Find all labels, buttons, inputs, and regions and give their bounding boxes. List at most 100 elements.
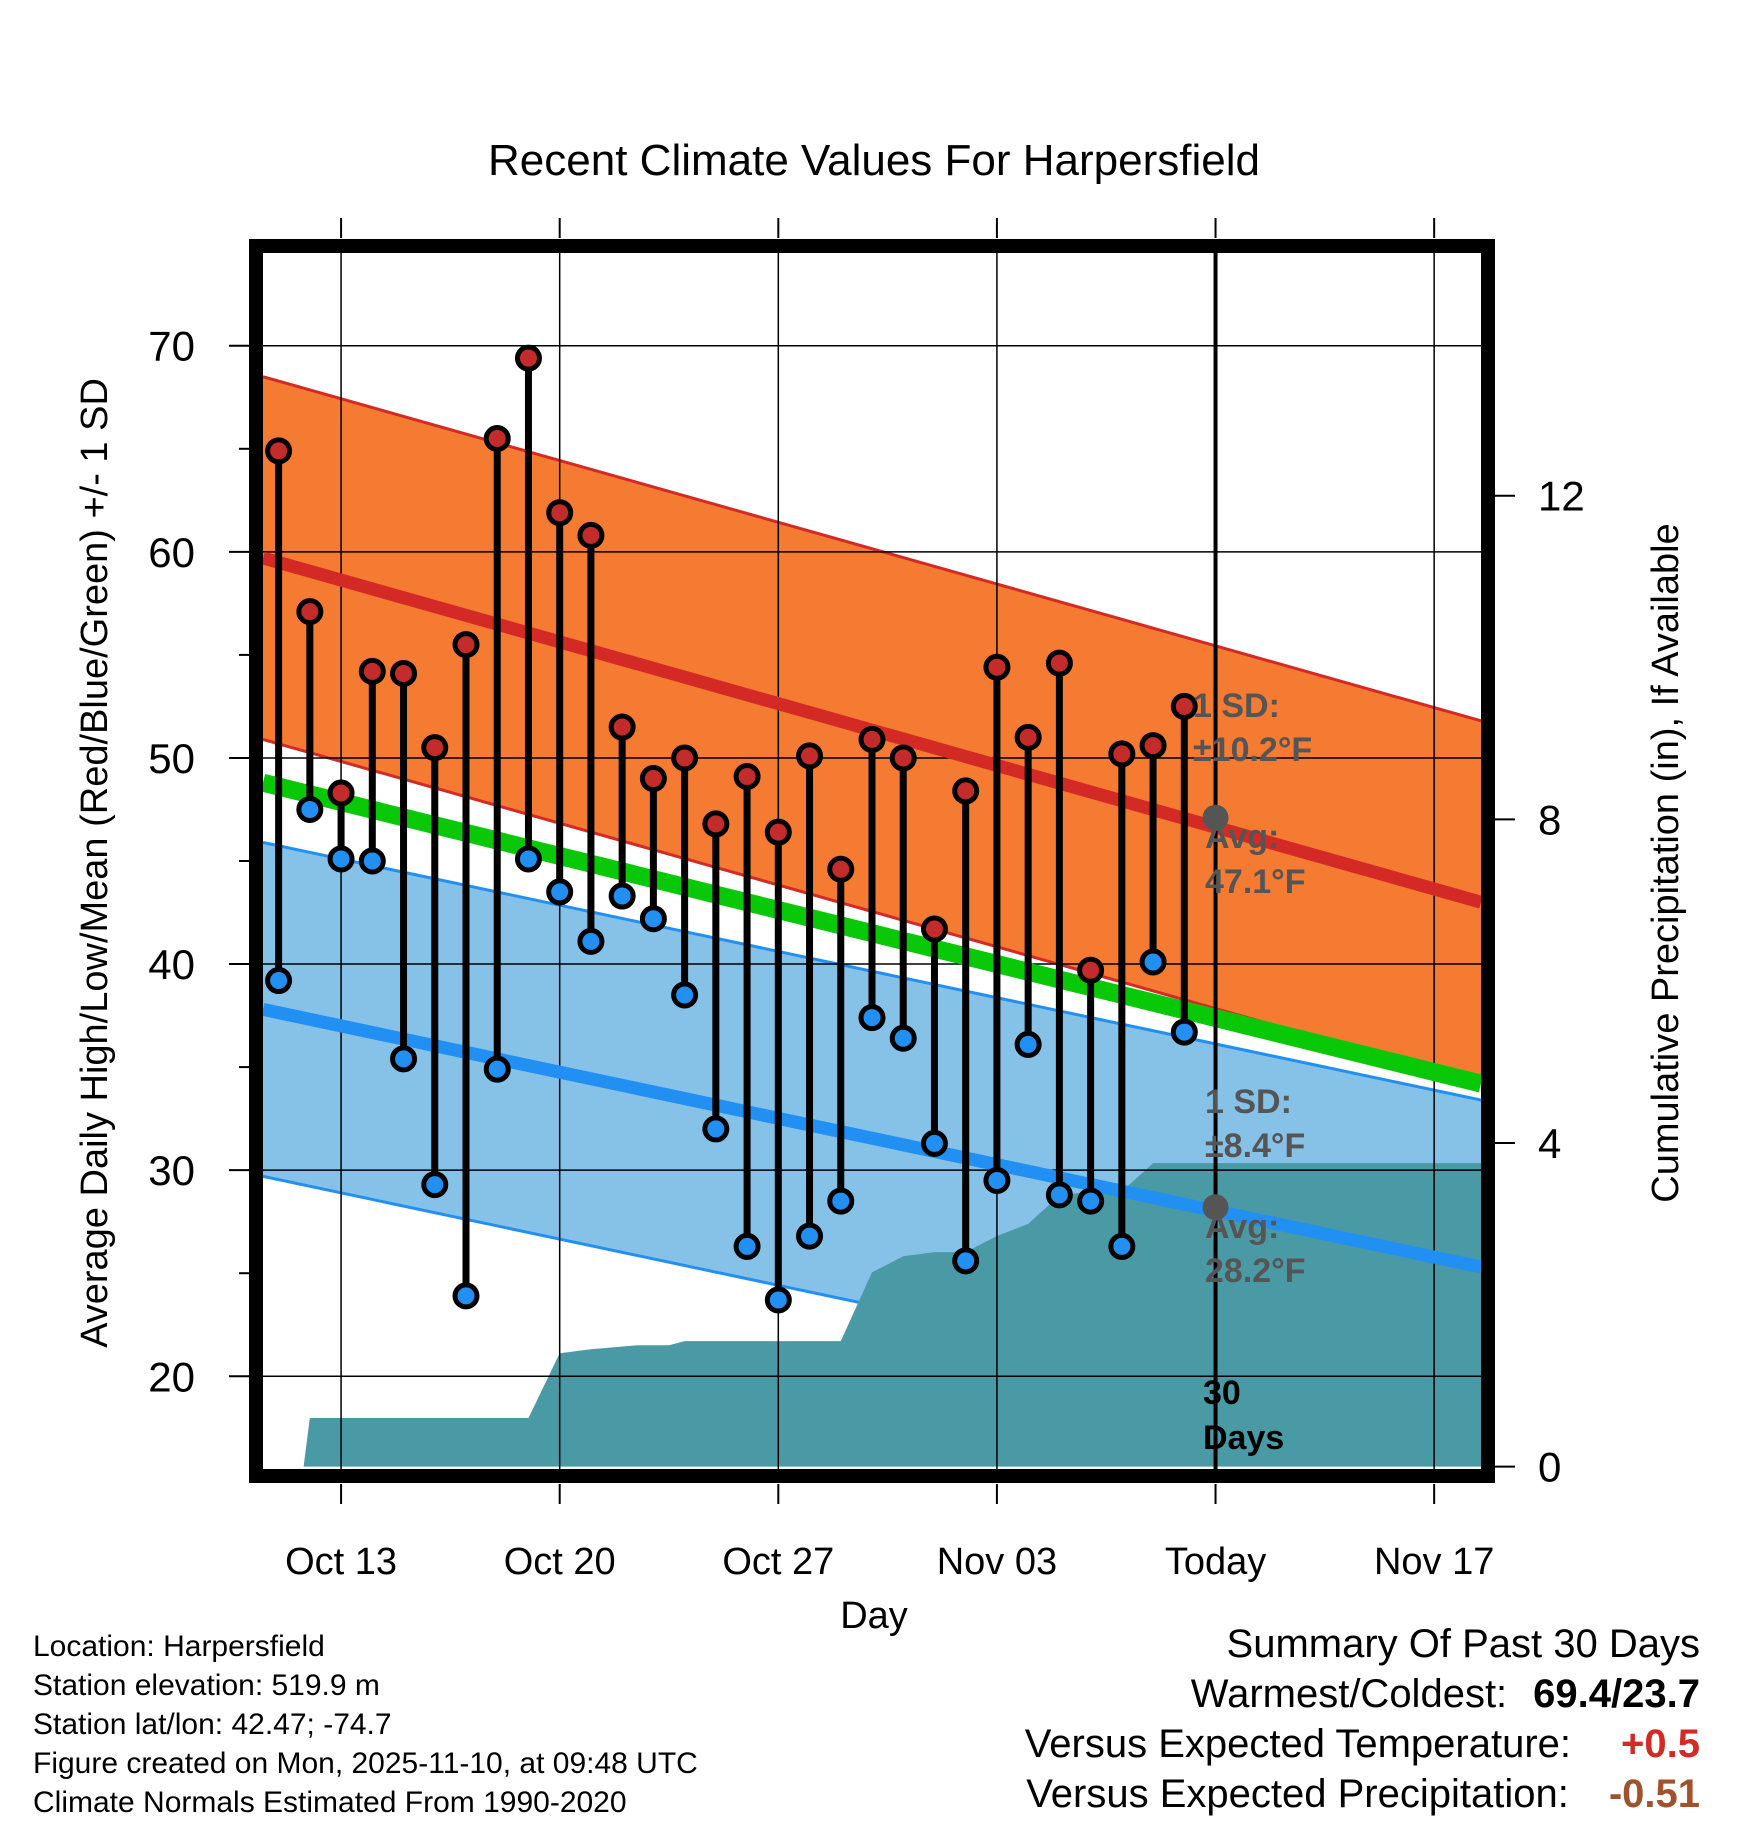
daily-high-marker — [889, 744, 917, 772]
low-avg-label-line1: Avg: — [1205, 1208, 1279, 1246]
daily-high-marker — [1108, 740, 1136, 768]
daily-high-marker — [1139, 732, 1167, 760]
summary-temp-label: Versus Expected Temperature: — [1024, 1722, 1572, 1766]
days-label-line1: 30 — [1203, 1374, 1241, 1412]
daily-high-marker — [358, 657, 386, 685]
y-tick-label: 30 — [148, 1147, 195, 1194]
precip-area — [303, 1163, 1481, 1467]
daily-low-marker — [858, 1004, 886, 1032]
daily-low-marker — [1077, 1187, 1105, 1215]
daily-low-marker — [514, 845, 542, 873]
daily-high-marker — [920, 915, 948, 943]
y2-axis-label: Cumulative Precipitation (in), If Availa… — [1645, 523, 1687, 1202]
y-tick-label: 70 — [148, 323, 195, 370]
daily-low-marker — [889, 1024, 917, 1052]
footer-latlon: Station lat/lon: 42.47; -74.7 — [33, 1708, 392, 1741]
x-tick-label: Nov 03 — [937, 1541, 1057, 1583]
daily-high-marker — [983, 653, 1011, 681]
daily-low-marker — [483, 1055, 511, 1083]
daily-low-marker — [421, 1171, 449, 1199]
summary-temp-value: +0.5 — [1621, 1722, 1700, 1766]
y2-tick-label: 0 — [1538, 1444, 1561, 1491]
daily-high-marker — [577, 521, 605, 549]
y-tick-label: 40 — [148, 941, 195, 988]
daily-low-marker — [390, 1045, 418, 1073]
daily-low-marker — [671, 981, 699, 1009]
daily-high-marker — [1170, 692, 1198, 720]
daily-low-marker — [452, 1282, 480, 1310]
daily-low-marker — [327, 845, 355, 873]
summary-precip-row: Versus Expected Precipitation: -0.51 — [1026, 1772, 1700, 1817]
daily-high-marker — [764, 818, 792, 846]
low-sd-label-line1: 1 SD: — [1205, 1083, 1292, 1121]
daily-high-marker — [1045, 649, 1073, 677]
y-tick-label: 50 — [148, 735, 195, 782]
daily-high-marker — [452, 631, 480, 659]
daily-low-marker — [1108, 1232, 1136, 1260]
daily-low-marker — [546, 878, 574, 906]
daily-high-marker — [827, 855, 855, 883]
daily-high-marker — [296, 598, 324, 626]
footer-elevation: Station elevation: 519.9 m — [33, 1669, 380, 1702]
footer-created: Figure created on Mon, 2025-11-10, at 09… — [33, 1747, 698, 1780]
low-avg-today-dot — [1202, 1194, 1229, 1221]
daily-high-marker — [421, 734, 449, 762]
daily-high-marker — [1077, 956, 1105, 984]
low-sd-label-line2: ±8.4°F — [1205, 1127, 1305, 1165]
days-label-line2: Days — [1203, 1419, 1284, 1457]
high-avg-label-line2: 47.1°F — [1205, 863, 1306, 901]
summary-title: Summary Of Past 30 Days — [1226, 1622, 1700, 1666]
x-tick-label: Oct 20 — [504, 1541, 616, 1583]
summary-warmest-value: 69.4/23.7 — [1533, 1672, 1700, 1716]
daily-high-marker — [390, 659, 418, 687]
daily-low-marker — [764, 1286, 792, 1314]
daily-low-marker — [796, 1222, 824, 1250]
daily-low-marker — [983, 1166, 1011, 1194]
daily-low-marker — [952, 1247, 980, 1275]
summary-precip-value: -0.51 — [1608, 1772, 1700, 1816]
y2-tick-label: 12 — [1538, 473, 1585, 520]
daily-high-marker — [546, 499, 574, 527]
daily-low-marker — [702, 1115, 730, 1143]
daily-low-marker — [920, 1129, 948, 1157]
x-axis-label: Day — [840, 1595, 908, 1637]
daily-high-marker — [639, 765, 667, 793]
daily-low-marker — [265, 967, 293, 995]
daily-high-marker — [796, 742, 824, 770]
daily-high-marker — [671, 744, 699, 772]
daily-high-marker — [952, 777, 980, 805]
daily-low-marker — [1139, 948, 1167, 976]
x-tick-label: Today — [1165, 1541, 1266, 1583]
daily-high-marker — [483, 424, 511, 452]
plot-frame — [249, 239, 1495, 1483]
daily-low-marker — [358, 847, 386, 875]
daily-low-marker — [1170, 1018, 1198, 1046]
y-tick-label: 60 — [148, 529, 195, 576]
low-avg-label-line2: 28.2°F — [1205, 1252, 1306, 1290]
y2-tick-label: 4 — [1538, 1120, 1561, 1167]
high-sd-label-line2: ±10.2°F — [1193, 731, 1312, 769]
daily-high-marker — [733, 762, 761, 790]
summary-warmest-label: Warmest/Coldest: — [1190, 1672, 1508, 1716]
footer-normals: Climate Normals Estimated From 1990-2020 — [33, 1786, 627, 1819]
x-tick-label: Oct 13 — [285, 1541, 397, 1583]
high-sd-label-line1: 1 SD: — [1193, 687, 1280, 725]
y-tick-label: 20 — [148, 1353, 195, 1400]
daily-low-marker — [733, 1232, 761, 1260]
daily-high-marker — [858, 725, 886, 753]
high-sd-band-upper-edge — [263, 375, 1481, 723]
daily-high-marker — [608, 713, 636, 741]
chart-title: Recent Climate Values For Harpersfield — [488, 136, 1260, 185]
daily-low-marker — [1014, 1030, 1042, 1058]
y-axis-label: Average Daily High/Low/Mean (Red/Blue/Gr… — [74, 378, 116, 1348]
daily-high-marker — [514, 344, 542, 372]
x-tick-label: Nov 17 — [1374, 1541, 1494, 1583]
daily-low-marker — [827, 1187, 855, 1215]
summary-warmest-row: Warmest/Coldest: 69.4/23.7 — [1191, 1672, 1700, 1717]
daily-high-marker — [702, 810, 730, 838]
y2-tick-label: 8 — [1538, 796, 1561, 843]
footer-location: Location: Harpersfield — [33, 1630, 325, 1663]
daily-high-marker — [265, 437, 293, 465]
daily-low-marker — [296, 795, 324, 823]
